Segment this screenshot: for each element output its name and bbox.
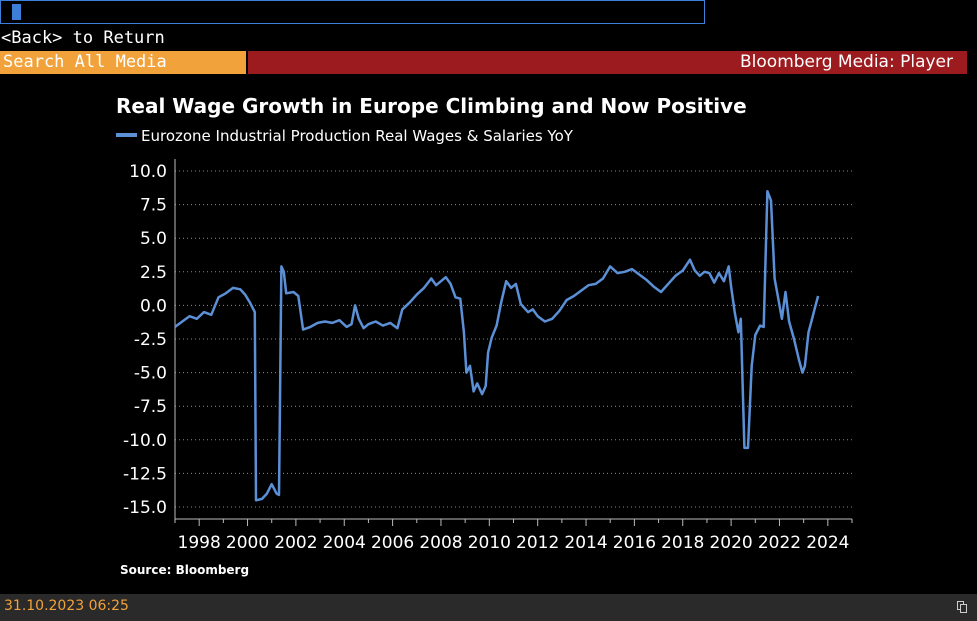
series-layer <box>174 189 820 502</box>
y-tick-label: -5.0 <box>134 364 167 384</box>
x-tick-label: 2014 <box>564 533 607 553</box>
y-tick-label: 2.5 <box>140 263 167 283</box>
line-chart: Real Wage Growth in Europe Climbing and … <box>116 94 853 577</box>
x-tick-label: 2012 <box>516 533 559 553</box>
source-note: Source: Bloomberg <box>120 563 249 577</box>
y-tick-label: 10.0 <box>129 162 167 182</box>
x-tick-label: 2024 <box>806 533 849 553</box>
status-bar: 31.10.2023 06:25 <box>0 594 977 621</box>
x-tick-label: 2002 <box>274 533 317 553</box>
x-tick-label: 2008 <box>419 533 462 553</box>
x-tick-label: 2010 <box>468 533 511 553</box>
search-all-media-input[interactable]: Search All Media <box>0 51 246 74</box>
x-tick-label: 2020 <box>709 533 752 553</box>
x-tick-label: 2018 <box>661 533 704 553</box>
text-cursor <box>12 4 21 20</box>
y-tick-label: -12.5 <box>123 464 167 484</box>
chart-area: Real Wage Growth in Europe Climbing and … <box>0 80 977 590</box>
back-to-return-link[interactable]: <Back> to Return <box>1 28 165 48</box>
x-tick-label: 2004 <box>323 533 366 553</box>
status-timestamp: 31.10.2023 06:25 <box>4 598 129 614</box>
y-tick-label: 5.0 <box>140 229 167 249</box>
panel-title: Bloomberg Media: Player <box>740 52 953 72</box>
y-tick-label: -15.0 <box>123 498 167 518</box>
axes: 10.0 7.5 5.0 2.5 0.0 -2.5 -5.0 -7.5 -10.0 -12.5 -1… <box>123 159 853 553</box>
x-tick-label: 2000 <box>226 533 269 553</box>
y-tick-label: -2.5 <box>134 330 167 350</box>
grid <box>175 170 852 508</box>
y-tick-label: -10.0 <box>123 431 167 451</box>
x-tick-label: 2006 <box>371 533 414 553</box>
x-tick-label: 1998 <box>178 533 221 553</box>
chart-title: Real Wage Growth in Europe Climbing and … <box>116 94 747 118</box>
legend-label: Eurozone Industrial Production Real Wage… <box>141 127 574 145</box>
copy-icon[interactable] <box>957 601 967 613</box>
y-tick-label: -7.5 <box>134 397 167 417</box>
series-line <box>174 189 820 502</box>
x-tick-label: 2022 <box>758 533 801 553</box>
command-line-input[interactable] <box>0 0 705 24</box>
x-tick-label: 2016 <box>613 533 656 553</box>
y-tick-label: 0.0 <box>140 296 167 316</box>
y-tick-label: 7.5 <box>140 196 167 216</box>
panel-header: Bloomberg Media: Player <box>248 51 977 74</box>
